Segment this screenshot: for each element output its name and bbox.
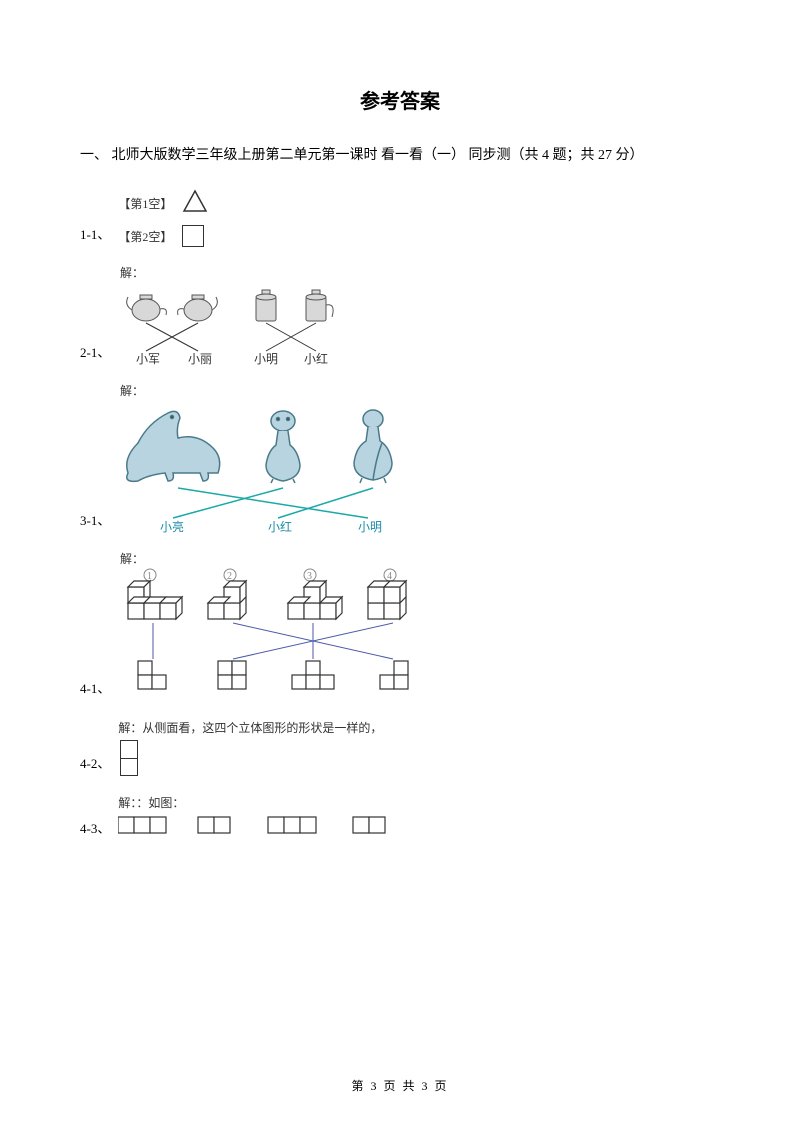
answer-3-1: 3-1、 解： xyxy=(80,383,720,533)
square-icon xyxy=(182,225,204,247)
text-4-3: 解：：如图： xyxy=(118,794,418,811)
row-label: 3-1、 xyxy=(80,510,110,533)
triangle-icon xyxy=(182,189,208,217)
row-label: 1-1、 xyxy=(80,224,110,247)
row-label: 4-2、 xyxy=(80,753,110,776)
svg-text:3: 3 xyxy=(307,571,312,582)
row-label: 2-1、 xyxy=(80,342,110,365)
section-header: 一、 北师大版数学三年级上册第二单元第一课时 看一看（一） 同步测（共 4 题；… xyxy=(80,144,720,164)
vertical-two-square-icon xyxy=(120,740,138,776)
blank-1-label: 【第1空】 xyxy=(118,195,172,212)
answer-4-2: 4-2、 解：从侧面看，这四个立体图形的形状是一样的， xyxy=(80,719,720,776)
row-label: 4-3、 xyxy=(80,818,110,841)
answer-4-3: 4-3、 解：：如图： xyxy=(80,794,720,841)
svg-text:1: 1 xyxy=(147,571,152,582)
answer-1-1: 1-1、 【第1空】 【第2空】 xyxy=(80,189,720,247)
row-label: 4-1、 xyxy=(80,678,110,701)
answer-4-1: 4-1、 解： 1 2 3 4 xyxy=(80,551,720,701)
row-views-4-3 xyxy=(118,815,418,837)
svg-text:小明: 小明 xyxy=(358,520,382,533)
svg-text:小红: 小红 xyxy=(304,351,328,365)
page-footer: 第 3 页 共 3 页 xyxy=(0,1077,800,1094)
svg-text:小丽: 小丽 xyxy=(188,352,212,365)
solve-label: 解： xyxy=(120,266,144,280)
svg-text:小红: 小红 xyxy=(268,519,292,533)
text-4-2: 解：从侧面看，这四个立体图形的形状是一样的， xyxy=(118,719,382,736)
cube-matching-diagram: 解： 1 2 3 4 xyxy=(118,551,458,701)
svg-text:小亮: 小亮 xyxy=(160,519,184,533)
blank-2-label: 【第2空】 xyxy=(118,228,172,245)
teapot-matching-diagram: 解： xyxy=(118,265,378,365)
page-title: 参考答案 xyxy=(80,85,720,114)
solve-label: 解： xyxy=(120,552,144,566)
svg-text:4: 4 xyxy=(387,571,392,582)
dinosaur-matching-diagram: 解： xyxy=(118,383,428,533)
svg-text:小军: 小军 xyxy=(136,352,160,365)
solve-label: 解： xyxy=(120,384,144,398)
answer-2-1: 2-1、 解： xyxy=(80,265,720,365)
svg-text:2: 2 xyxy=(227,571,232,582)
svg-text:小明: 小明 xyxy=(254,352,278,365)
